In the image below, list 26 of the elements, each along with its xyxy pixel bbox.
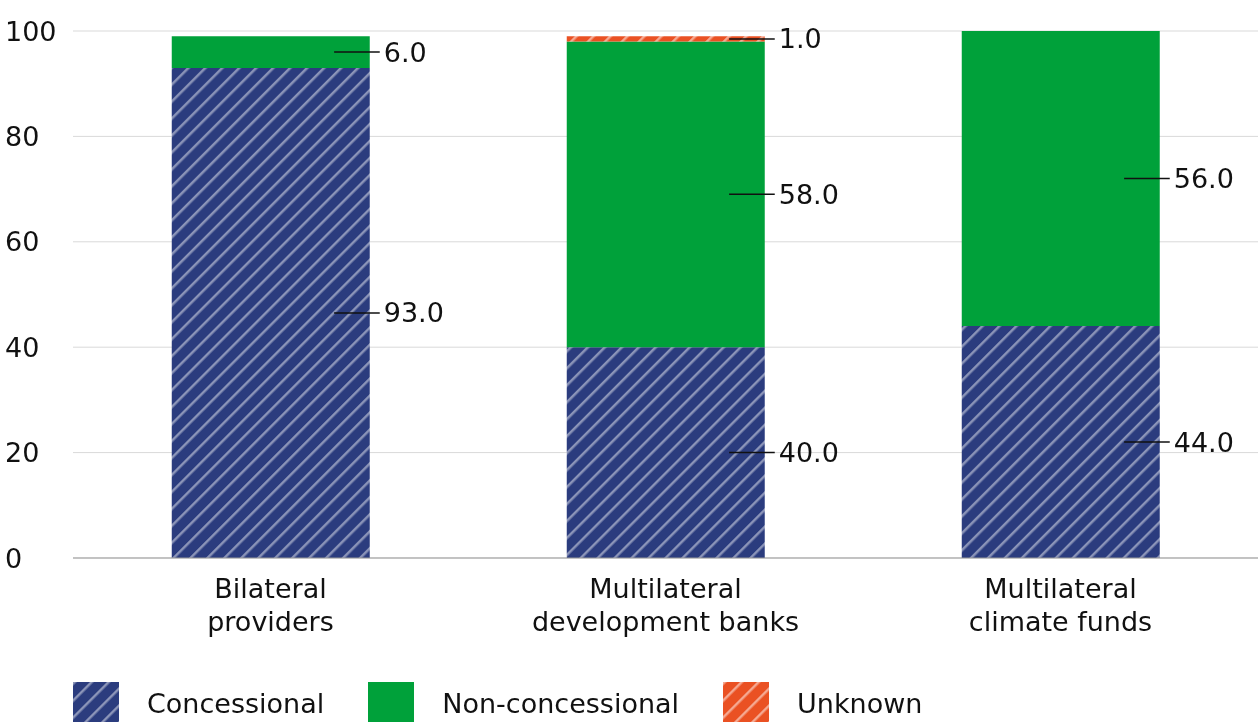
legend-label: Concessional xyxy=(147,687,325,719)
y-tick-label: 100 xyxy=(5,15,57,47)
y-tick-label: 20 xyxy=(5,437,40,469)
bar xyxy=(566,41,765,348)
data-label: 1.0 xyxy=(778,23,822,55)
bar xyxy=(171,67,370,558)
bar xyxy=(961,31,1160,327)
y-tick-label: 60 xyxy=(5,226,40,258)
data-label: 6.0 xyxy=(383,36,427,68)
legend-label: Non-concessional xyxy=(442,687,680,719)
data-label: 56.0 xyxy=(1173,163,1234,195)
x-tick-label: Multilateral climate funds xyxy=(968,573,1153,637)
y-tick-label: 0 xyxy=(5,542,23,574)
data-label: 40.0 xyxy=(778,437,839,469)
data-label: 44.0 xyxy=(1173,426,1234,458)
y-tick-label: 40 xyxy=(5,331,40,363)
bar xyxy=(566,36,765,42)
data-label: 58.0 xyxy=(778,178,839,210)
y-tick-label: 80 xyxy=(5,120,40,152)
bar xyxy=(171,36,370,68)
x-tick-label: Multilateral development banks xyxy=(531,573,800,637)
bar xyxy=(566,347,765,558)
legend-label: Unknown xyxy=(797,687,923,719)
data-label: 93.0 xyxy=(383,297,444,329)
x-tick-label: Bilateral providers xyxy=(207,573,334,637)
bar xyxy=(961,326,1160,558)
